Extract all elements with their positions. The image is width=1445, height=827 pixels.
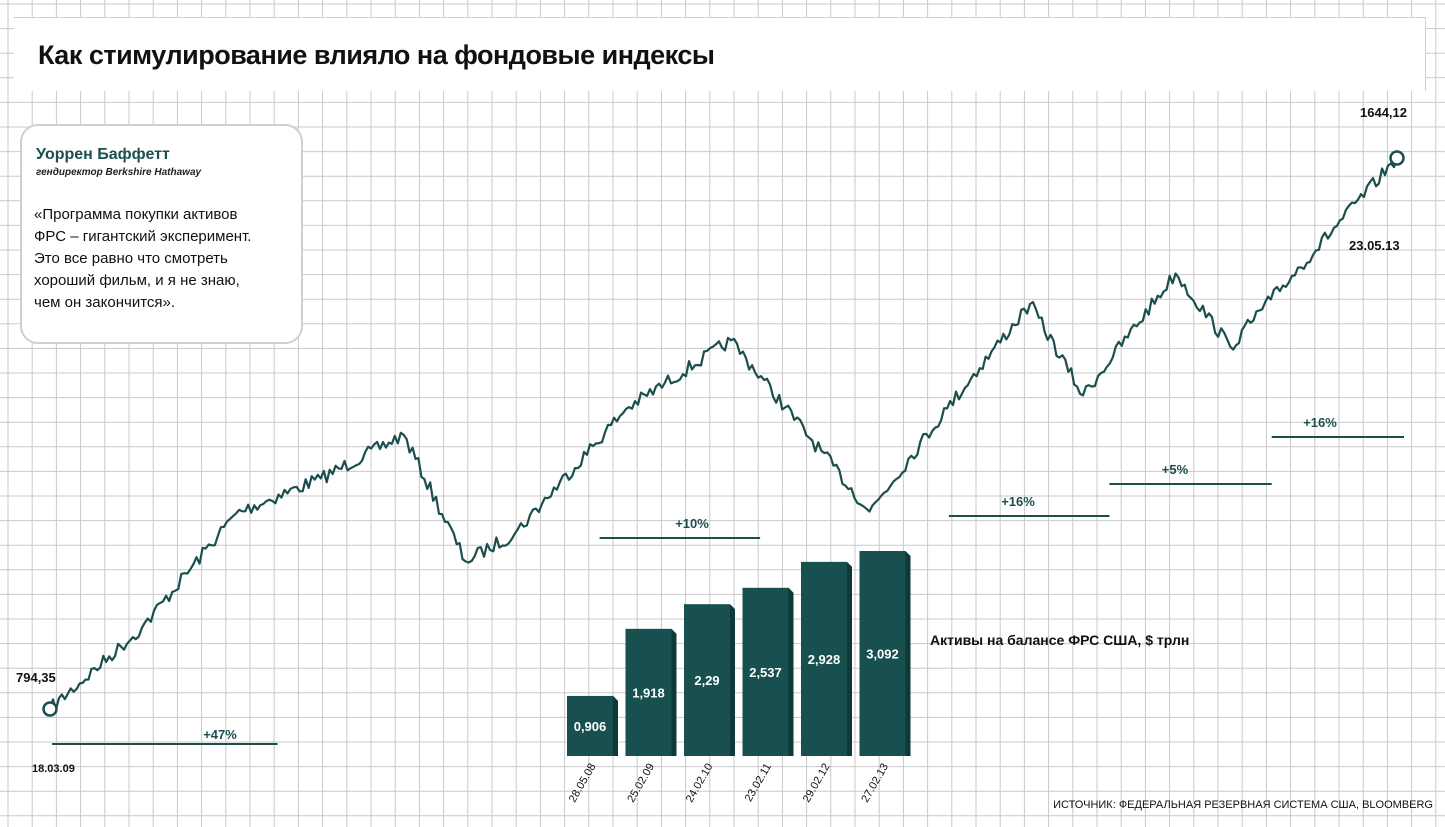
quote-line: чем он закончится». — [34, 294, 176, 311]
bar-side — [613, 695, 618, 756]
bar-date-label: 29.02.12 — [801, 762, 833, 805]
page-title: Как стимулирование влияло на фондовые ин… — [38, 40, 715, 70]
source-note: ИСТОЧНИК: ФЕДЕРАЛЬНАЯ РЕЗЕРВНАЯ СИСТЕМА … — [1053, 799, 1433, 811]
bar-date-label: 28.05.08 — [567, 762, 599, 805]
quote-line: «Программа покупки активов — [34, 206, 238, 223]
bar-side — [671, 628, 677, 756]
bar-side — [788, 587, 794, 756]
start-point-marker — [42, 701, 58, 717]
bar-value-label: 3,092 — [866, 647, 899, 662]
quote-card: Уоррен Баффетт гендиректор Berkshire Hat… — [20, 124, 303, 344]
bar-date-label: 23.02.11 — [743, 762, 774, 804]
change-label: +5% — [1161, 462, 1189, 477]
quote-author: Уоррен Баффетт — [36, 146, 170, 163]
change-label: +47% — [203, 727, 237, 742]
quote-line: ФРС – гигантский эксперимент. — [34, 228, 252, 245]
sp500-line — [48, 157, 1399, 711]
bar-value-label: 2,29 — [694, 673, 719, 688]
quote-text: «Программа покупки активов ФРС – гигантс… — [34, 204, 302, 314]
quote-author-role: гендиректор Berkshire Hathaway — [36, 167, 202, 178]
change-label: +10% — [675, 516, 709, 531]
end-value-label: 1644,12 — [1360, 105, 1407, 120]
fed-assets-bar — [859, 551, 906, 756]
quote-line: хороший фильм, и я не знаю, — [34, 272, 240, 289]
start-date-label: 18.03.09 — [32, 763, 75, 775]
bar-date-label: 24.02.10 — [684, 762, 716, 805]
bar-side — [730, 604, 735, 756]
fed-assets-bar — [742, 587, 789, 756]
bar-value-label: 0,906 — [574, 719, 607, 734]
start-value-label: 794,35 — [16, 670, 56, 685]
fed-assets-bar — [625, 628, 672, 756]
fed-assets-bar — [801, 561, 847, 756]
change-label: +16% — [1303, 415, 1337, 430]
change-label: +16% — [1001, 494, 1035, 509]
fed-assets-bar — [567, 695, 613, 756]
end-point-marker — [1389, 150, 1405, 166]
quote-line: Это все равно что смотреть — [34, 250, 228, 267]
fed-assets-bar — [684, 604, 730, 756]
bar-side — [847, 561, 852, 756]
bar-value-label: 2,928 — [808, 652, 841, 667]
bar-chart-title: Активы на балансе ФРС США, $ трлн — [930, 632, 1190, 648]
bar-value-label: 1,918 — [632, 685, 665, 700]
bar-date-label: 27.02.13 — [859, 762, 891, 805]
end-date-label: 23.05.13 — [1349, 238, 1400, 253]
bar-side — [905, 551, 911, 756]
bar-date-label: 25.02.09 — [625, 762, 657, 805]
bar-value-label: 2,537 — [749, 665, 782, 680]
title-band — [14, 17, 1426, 91]
